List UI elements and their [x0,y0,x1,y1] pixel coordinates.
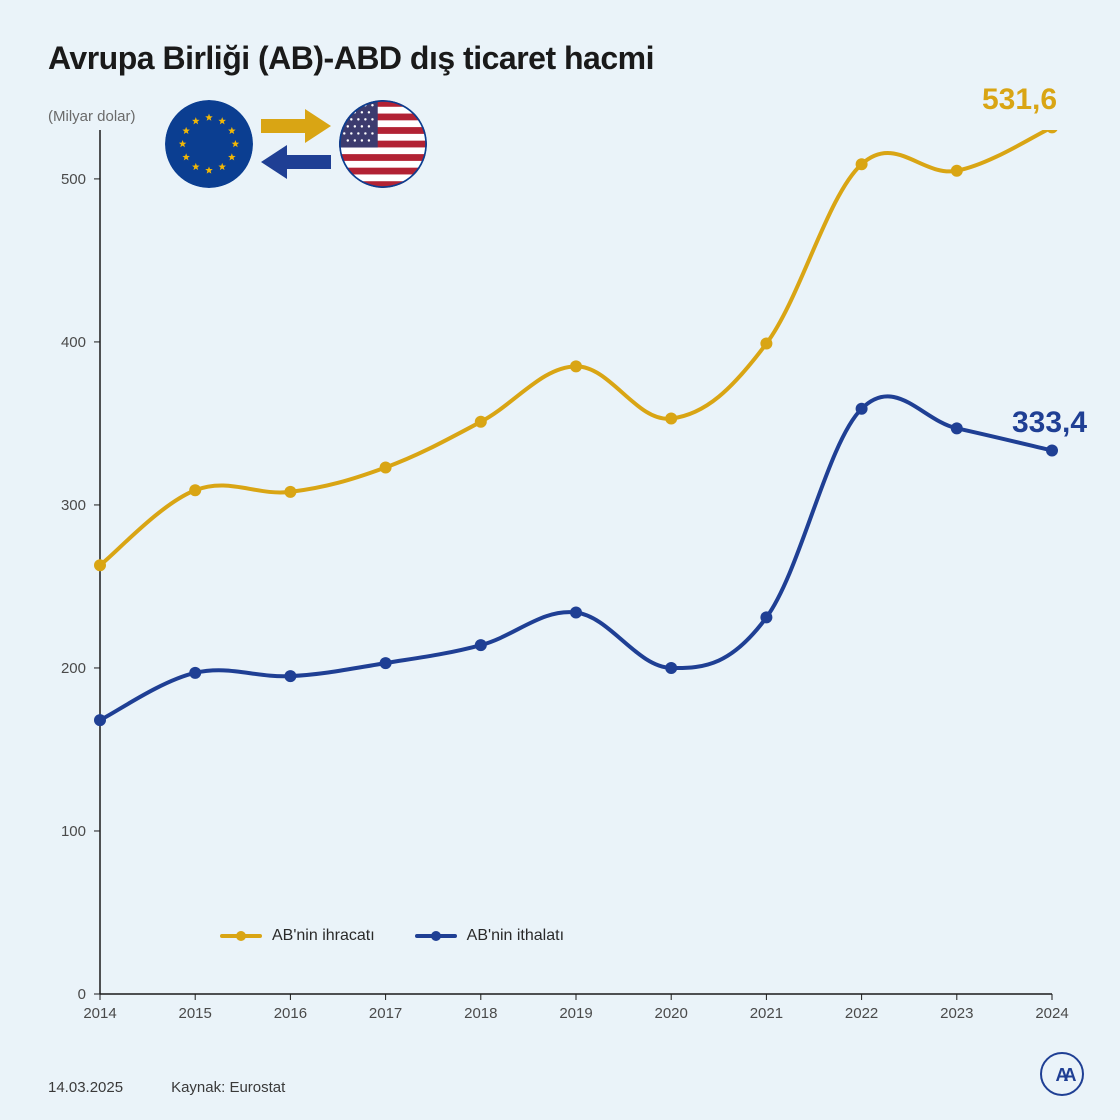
end-value-export: 531,6 [982,83,1057,117]
legend-item-export: AB'nin ihracatı [220,927,375,945]
chart-title: Avrupa Birliği (AB)-ABD dış ticaret hacm… [48,40,654,77]
svg-text:2023: 2023 [940,1005,973,1022]
chart-footer: 14.03.2025 Kaynak: Eurostat [48,1079,285,1096]
legend-swatch-export [220,934,262,938]
svg-text:2014: 2014 [83,1005,116,1022]
svg-text:2019: 2019 [559,1005,592,1022]
svg-text:300: 300 [61,497,86,514]
legend-label-import: AB'nin ithalatı [467,927,564,945]
svg-text:2017: 2017 [369,1005,402,1022]
svg-text:2018: 2018 [464,1005,497,1022]
line-chart: 0 100 200 300 400 500 2014 2015 2016 2017 2018 2019… [48,130,1072,1030]
footer-source: Kaynak: Eurostat [171,1079,285,1096]
svg-text:2015: 2015 [179,1005,212,1022]
svg-text:400: 400 [61,334,86,351]
svg-text:2024: 2024 [1035,1005,1068,1022]
y-axis-unit: (Milyar dolar) [48,108,136,125]
svg-text:2022: 2022 [845,1005,878,1022]
legend-item-import: AB'nin ithalatı [415,927,564,945]
svg-text:2016: 2016 [274,1005,307,1022]
svg-text:A: A [1064,1065,1077,1085]
svg-text:2021: 2021 [750,1005,783,1022]
svg-text:2020: 2020 [655,1005,688,1022]
svg-text:100: 100 [61,823,86,840]
svg-text:200: 200 [61,660,86,677]
svg-text:0: 0 [78,986,86,1003]
end-value-import: 333,4 [1012,406,1087,440]
svg-text:500: 500 [61,171,86,188]
anadolu-agency-logo-icon: A A [1040,1052,1084,1096]
chart-area: 0 100 200 300 400 500 2014 2015 2016 2017 2018 2019… [48,130,1072,1030]
legend-label-export: AB'nin ihracatı [272,927,375,945]
chart-legend: AB'nin ihracatı AB'nin ithalatı [220,927,564,945]
legend-swatch-import [415,934,457,938]
footer-date: 14.03.2025 [48,1079,123,1096]
